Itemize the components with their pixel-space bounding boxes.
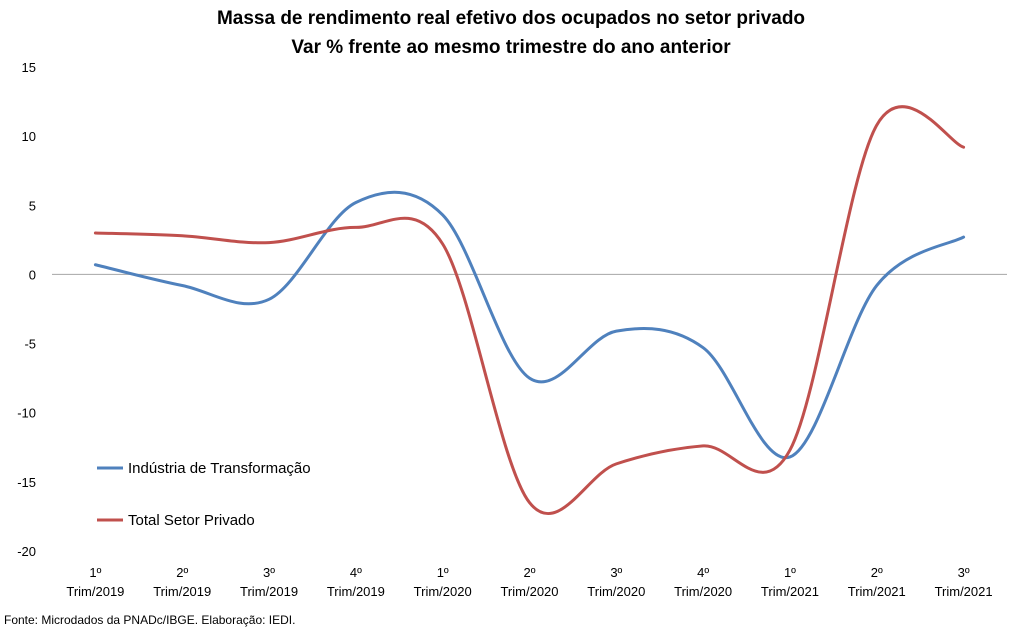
x-tick-label: 1º Trim/2020	[414, 565, 472, 599]
y-tick-label: -20	[17, 544, 36, 559]
x-tick-label: 4º Trim/2020	[674, 565, 732, 599]
legend-label: Indústria de Transformação	[128, 460, 311, 477]
legend: Indústria de Transformação Total Setor Pr…	[97, 460, 311, 529]
x-tick-label: 2º Trim/2019	[153, 565, 211, 599]
y-tick-label: -10	[17, 406, 36, 421]
x-axis-tick-labels: 1º Trim/2019 2º Trim/2019 3º Trim/2019 4º Trim/…	[66, 565, 992, 599]
y-tick-label: -5	[24, 337, 36, 352]
y-tick-label: 5	[29, 198, 36, 213]
source-note: Fonte: Microdados da PNADc/IBGE. Elabora…	[4, 613, 295, 627]
x-tick-label: 3º Trim/2021	[935, 565, 993, 599]
y-axis-tick-labels: 15 10 5 0 -5 -10 -15 -20	[17, 60, 36, 559]
x-tick-label: 2º Trim/2020	[500, 565, 558, 599]
y-tick-label: -15	[17, 475, 36, 490]
x-tick-label: 4º Trim/2019	[327, 565, 385, 599]
y-tick-label: 10	[22, 129, 36, 144]
x-tick-label: 1º Trim/2021	[761, 565, 819, 599]
x-tick-label: 3º Trim/2019	[240, 565, 298, 599]
chart-title: Massa de rendimento real efetivo dos ocu…	[217, 8, 805, 29]
chart-subtitle: Var % frente ao mesmo trimestre do ano a…	[291, 37, 731, 58]
x-tick-label: 2º Trim/2021	[848, 565, 906, 599]
y-tick-label: 0	[29, 267, 36, 282]
series-line-industria	[93, 190, 966, 460]
series-line-total	[93, 105, 966, 516]
x-tick-label: 3º Trim/2020	[587, 565, 645, 599]
x-tick-label: 1º Trim/2019	[66, 565, 124, 599]
legend-label: Total Setor Privado	[128, 512, 255, 529]
series-lines	[93, 105, 966, 516]
y-tick-label: 15	[22, 60, 36, 75]
